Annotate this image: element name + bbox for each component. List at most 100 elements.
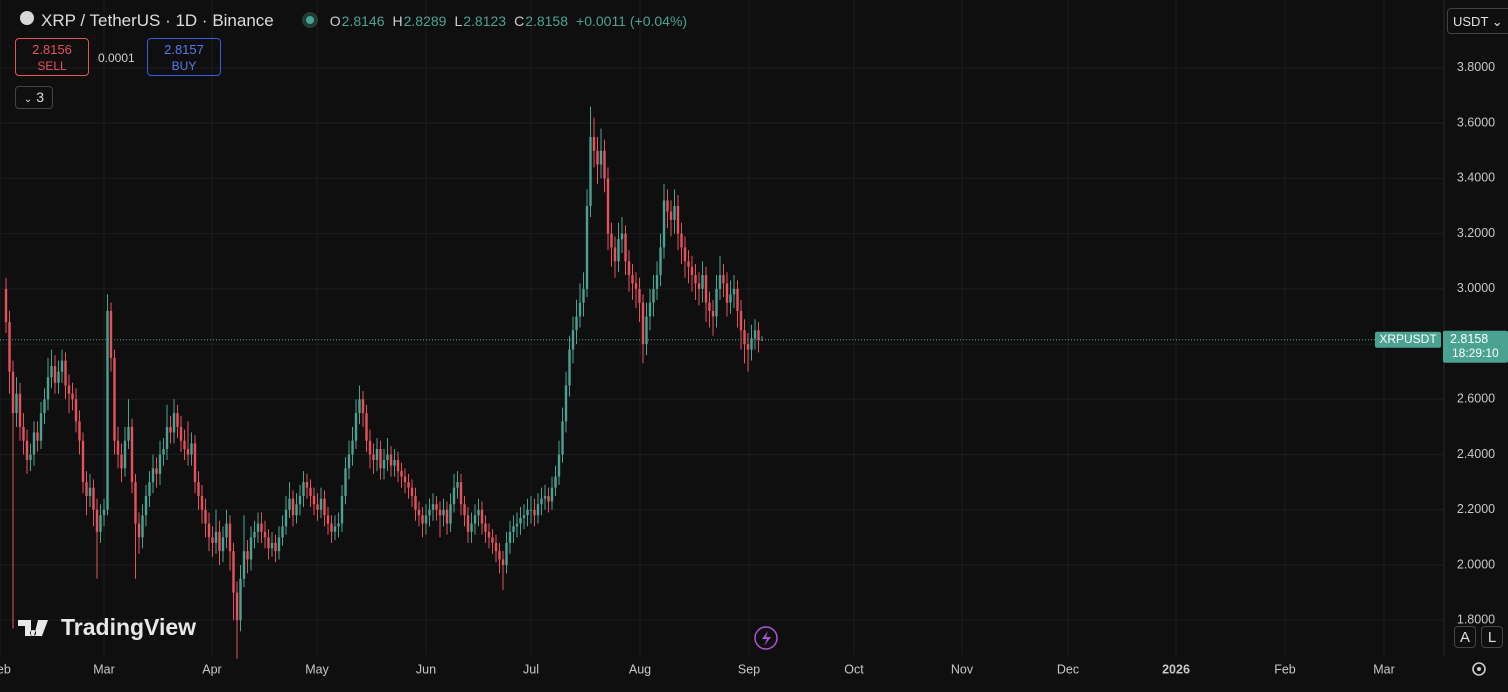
auto-scale-button[interactable]: A <box>1454 626 1476 648</box>
currency-select[interactable]: USDT ⌄ <box>1447 8 1508 34</box>
candle-body <box>368 440 372 455</box>
candle-body <box>200 495 204 510</box>
candle-body <box>141 515 144 538</box>
candle-body <box>127 426 130 441</box>
candle-body <box>564 385 568 422</box>
candle-body <box>169 426 172 433</box>
candle-body <box>676 205 680 234</box>
candle-body <box>361 399 365 414</box>
x-tick-label: Nov <box>951 662 974 676</box>
candle-body <box>85 482 88 496</box>
candle-body <box>305 482 309 488</box>
x-tick-label: Mar <box>93 662 115 676</box>
candle-body <box>459 482 463 505</box>
candle-body <box>270 542 274 549</box>
candle-body <box>606 178 610 234</box>
candle-body <box>662 200 666 248</box>
candle-body <box>358 399 361 414</box>
candle-body <box>99 515 102 532</box>
countdown: 18:29:10 <box>1452 346 1499 360</box>
y-tick-label: 3.2000 <box>1457 226 1495 240</box>
candle-body <box>211 537 214 543</box>
candle-body <box>557 454 561 477</box>
buy-price: 2.8157 <box>164 42 204 57</box>
candle-body <box>589 136 592 206</box>
candle-body <box>267 537 270 549</box>
candle-body <box>599 150 603 165</box>
plot <box>0 106 1444 659</box>
x-tick-label: 2026 <box>1162 662 1190 676</box>
candle-body <box>743 330 746 345</box>
candle-body <box>197 482 200 496</box>
open-label: O <box>329 13 341 29</box>
y-tick-label: 3.8000 <box>1457 60 1495 74</box>
candle-body <box>337 523 340 527</box>
sell-label: SELL <box>37 59 67 73</box>
candle-body <box>403 476 407 483</box>
candle-body <box>690 266 694 276</box>
sell-button[interactable]: 2.8156 SELL <box>15 38 89 76</box>
candle-body <box>704 275 708 303</box>
candle-body <box>340 495 344 524</box>
candle-body <box>176 413 179 427</box>
candle-body <box>753 330 757 339</box>
candle-body <box>529 509 533 511</box>
candle-body <box>715 288 718 317</box>
candle-body <box>400 471 403 477</box>
indicators-toggle[interactable]: ⌄ 3 <box>15 86 53 109</box>
candle-body <box>750 338 753 350</box>
candle-body <box>284 509 288 527</box>
symbol-icon <box>20 11 34 25</box>
candle-body <box>64 360 67 386</box>
candle-body <box>183 440 186 450</box>
candle-body <box>466 515 470 532</box>
log-scale-button[interactable]: L <box>1481 626 1503 648</box>
x-tick-label: Jun <box>416 662 436 676</box>
candle-body <box>309 487 312 496</box>
candle-body <box>603 150 606 179</box>
candle-body <box>137 523 141 538</box>
settings-icon[interactable] <box>1472 662 1486 676</box>
y-tick-label: 3.4000 <box>1457 171 1495 185</box>
change-value: +0.0011 (+0.04%) <box>576 13 688 29</box>
candle-body <box>540 498 543 505</box>
indicators-count: 3 <box>36 89 45 105</box>
candle-body <box>648 302 652 317</box>
candle-body <box>319 498 323 510</box>
candle-body <box>190 443 193 455</box>
candle-body <box>463 504 466 516</box>
candle-body <box>277 537 281 552</box>
candle-body <box>333 526 337 532</box>
candle-body <box>25 440 29 461</box>
candle-body <box>515 523 519 527</box>
candle-body <box>165 426 169 450</box>
candle-body <box>659 247 662 276</box>
sell-price: 2.8156 <box>32 42 72 57</box>
candle-body <box>435 504 438 510</box>
candle-body <box>487 531 491 538</box>
candle-body <box>697 283 701 289</box>
candle-body <box>95 509 99 532</box>
alert-icon[interactable] <box>754 626 778 650</box>
y-tick-label: 2.2000 <box>1457 502 1495 516</box>
close-label: C <box>514 13 525 29</box>
candle-body <box>158 454 162 474</box>
buy-button[interactable]: 2.8157 BUY <box>147 38 221 76</box>
candle-body <box>288 498 291 510</box>
candle-body <box>701 275 704 289</box>
candle-body <box>473 515 477 524</box>
candle-body <box>722 275 725 284</box>
candle-body <box>116 440 120 455</box>
candle-body <box>88 487 92 496</box>
candle-body <box>452 487 456 505</box>
x-tick-label: Feb <box>1274 662 1296 676</box>
candle-body <box>347 454 351 469</box>
low-label: L <box>454 13 463 29</box>
x-tick-label: Jul <box>523 662 539 676</box>
candle-body <box>130 426 134 483</box>
x-tick-label: Aug <box>629 662 651 676</box>
candle-body <box>739 310 743 331</box>
candle-body <box>365 413 368 441</box>
